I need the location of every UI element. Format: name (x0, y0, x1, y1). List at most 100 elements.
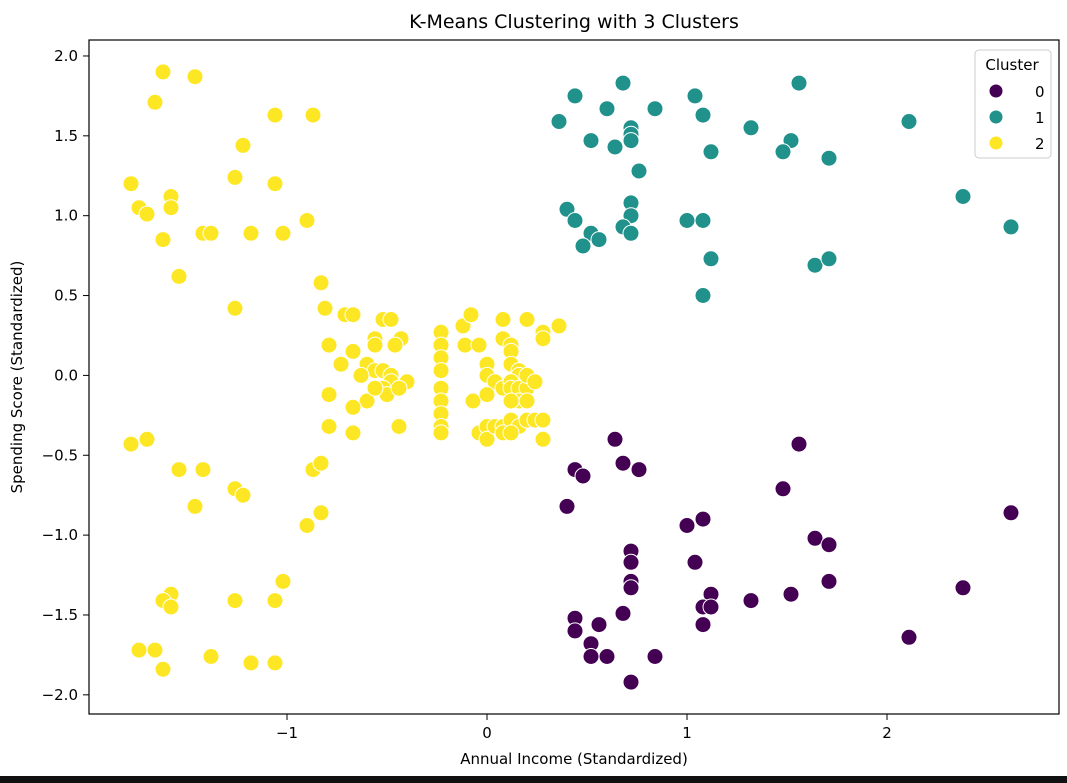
cluster-0-point (782, 585, 800, 603)
plot-frame (88, 39, 1060, 715)
cluster-2-point (226, 299, 244, 317)
cluster-1-point (550, 113, 568, 130)
cluster-2-point (550, 317, 568, 335)
legend-label: 0 (1035, 83, 1045, 101)
cluster-2-point (316, 299, 334, 317)
cluster-2-point (298, 212, 316, 229)
cluster-2-point (226, 168, 244, 186)
cluster-2-point (312, 454, 330, 472)
cluster-1-point (694, 212, 712, 229)
cluster-2-point (470, 336, 488, 354)
cluster-0-point (954, 579, 972, 597)
cluster-0-point (702, 598, 720, 616)
cluster-2-point (390, 379, 408, 397)
cluster-1-point (1002, 218, 1020, 236)
cluster-0-point (590, 616, 608, 634)
legend-marker (988, 83, 1004, 99)
cluster-2-point (320, 336, 338, 354)
cluster-1-point (582, 132, 600, 150)
cluster-2-point (162, 199, 180, 217)
cluster-2-point (526, 373, 544, 391)
cluster-2-point (312, 274, 330, 292)
y-tick-label: −2.0 (42, 686, 78, 704)
cluster-0-point (614, 454, 632, 472)
y-tick-label: 0.5 (54, 287, 78, 305)
cluster-2-point (358, 392, 376, 410)
cluster-0-point (622, 579, 640, 597)
cluster-1-point (900, 113, 918, 130)
cluster-2-point (138, 430, 156, 448)
cluster-2-point (332, 355, 350, 373)
cluster-1-point (614, 74, 632, 92)
legend-box (974, 49, 1052, 159)
cluster-2-point (274, 224, 292, 242)
cluster-2-point (320, 418, 338, 435)
cluster-2-point (146, 93, 164, 111)
cluster-0-point (742, 592, 760, 610)
cluster-1-point (774, 143, 792, 161)
cluster-2-point (122, 175, 140, 193)
cluster-2-point (518, 311, 536, 328)
cluster-1-point (646, 100, 664, 118)
cluster-2-point (304, 106, 322, 124)
cluster-2-point (432, 424, 450, 442)
cluster-2-point (534, 430, 552, 448)
cluster-1-point (954, 188, 972, 205)
cluster-2-point (274, 572, 292, 590)
cluster-1-point (622, 132, 640, 150)
cluster-0-point (606, 430, 624, 448)
y-tick-label: −1.0 (42, 526, 78, 544)
cluster-2-point (154, 231, 172, 249)
cluster-0-point (630, 461, 648, 479)
cluster-2-point (534, 330, 552, 348)
cluster-2-point (366, 379, 384, 397)
cluster-0-point (582, 648, 600, 665)
cluster-2-point (130, 641, 148, 659)
cluster-1-point (566, 87, 584, 105)
cluster-2-point (202, 648, 220, 665)
x-tick-label: 0 (482, 724, 492, 742)
cluster-2-point (266, 106, 284, 124)
cluster-1-point (820, 250, 838, 268)
cluster-1-point (598, 100, 616, 118)
cluster-1-point (806, 256, 824, 274)
cluster-2-point (352, 366, 370, 384)
x-axis: −1 0 1 2 (276, 714, 892, 742)
cluster-2-point (344, 342, 362, 360)
cluster-2-point (386, 336, 404, 354)
cluster-2-point (162, 598, 180, 616)
cluster-0-point (622, 553, 640, 571)
cluster-1-point (694, 106, 712, 124)
cluster-0-point (598, 648, 616, 665)
cluster-2-point (518, 392, 536, 410)
legend-title: Cluster (985, 56, 1039, 74)
chart-title: K-Means Clustering with 3 Clusters (409, 11, 739, 33)
cluster-2-point (154, 660, 172, 678)
y-tick-label: −0.5 (42, 446, 78, 464)
cluster-2-point (186, 68, 204, 86)
cluster-0-point (614, 604, 632, 622)
cluster-0-point (558, 497, 576, 515)
cluster-2-point (234, 486, 252, 504)
cluster-2-point (298, 517, 316, 534)
y-tick-label: −1.5 (42, 606, 78, 624)
cluster-2-point (502, 392, 520, 410)
cluster-2-point (344, 306, 362, 324)
cluster-1-point (702, 143, 720, 161)
cluster-2-point (432, 362, 450, 380)
bottom-bar (0, 776, 1067, 783)
cluster-2-point (170, 267, 188, 285)
cluster-2-point (534, 411, 552, 429)
y-axis-label: Spending Score (Standardized) (8, 261, 26, 494)
cluster-0-point (566, 622, 584, 640)
cluster-2-point (170, 461, 188, 479)
y-tick-label: 2.0 (54, 47, 78, 65)
cluster-2-point (242, 224, 260, 242)
cluster-2-point (344, 424, 362, 442)
cluster-2-point (194, 461, 212, 479)
cluster-2-point (462, 306, 480, 324)
cluster-2-point (366, 336, 384, 354)
cluster-1-point (820, 149, 838, 167)
cluster-2-point (202, 224, 220, 242)
cluster-2-point (390, 418, 408, 435)
